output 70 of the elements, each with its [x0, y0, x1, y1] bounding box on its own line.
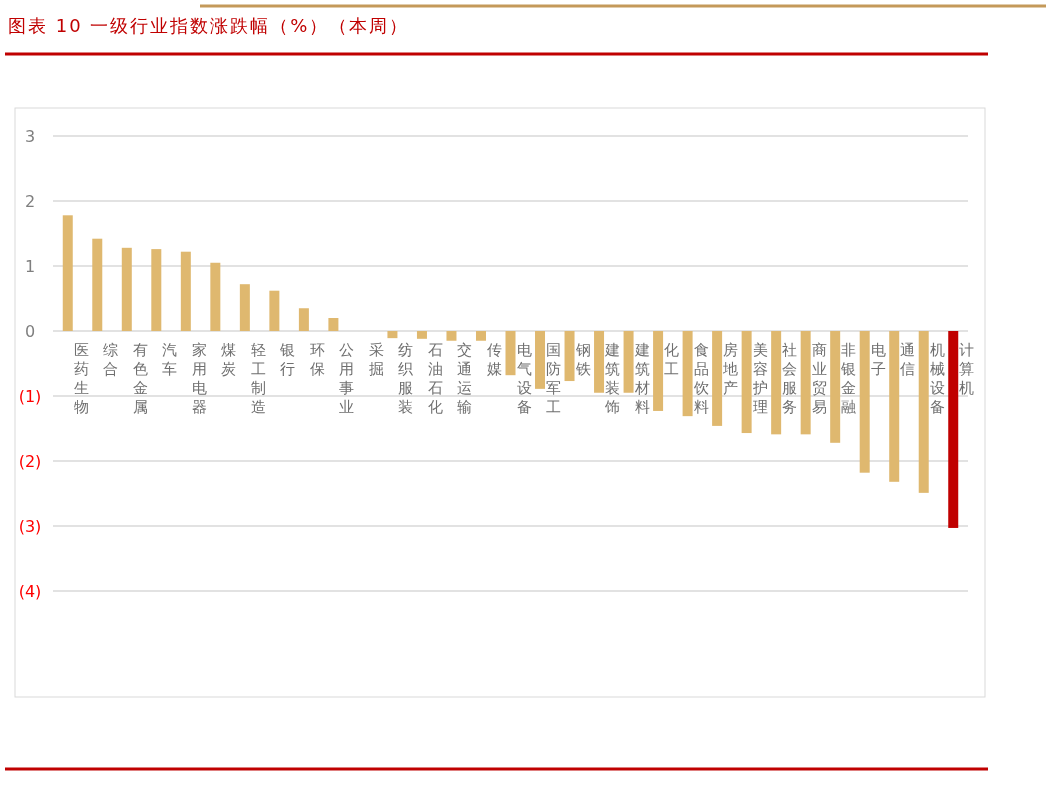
bar: [830, 331, 841, 443]
x-tick-label: 传媒: [486, 341, 502, 378]
bar: [623, 331, 634, 393]
y-tick-label: (1): [18, 386, 42, 406]
bar: [62, 215, 73, 331]
x-tick-label: 通信: [900, 341, 916, 378]
bar: [387, 331, 398, 339]
x-tick-label: 交通运输: [457, 341, 473, 416]
x-tick-label: 汽车: [162, 341, 178, 378]
x-tick-label: 电气设备: [516, 341, 532, 416]
x-tick-label: 电子: [870, 341, 886, 378]
bar: [594, 331, 605, 393]
x-tick-label: 机械设备: [929, 341, 945, 416]
bar: [151, 249, 162, 331]
x-tick-label: 环保: [309, 341, 325, 378]
x-tick-label: 社会服务: [782, 341, 798, 416]
bar: [800, 331, 811, 435]
y-tick-label: (2): [18, 451, 42, 471]
y-tick-label: (3): [18, 516, 42, 536]
x-tick-label: 有色金属: [132, 341, 148, 416]
bar: [653, 331, 664, 411]
x-tick-label: 钢铁: [574, 341, 591, 378]
x-tick-label: 家用电器: [191, 341, 207, 416]
bar: [889, 331, 900, 482]
x-tick-label: 银行: [279, 341, 296, 378]
bar: [416, 331, 427, 339]
x-tick-label: 化工: [664, 341, 680, 378]
bar: [475, 331, 486, 341]
bar: [92, 238, 103, 331]
x-tick-label: 纺织服装: [398, 341, 414, 416]
chart-title: 图表 10 一级行业指数涨跌幅（%）（本周）: [8, 15, 410, 36]
bar: [298, 308, 309, 331]
x-tick-label: 建筑材料: [633, 341, 650, 416]
bar: [328, 318, 339, 331]
x-tick-label: 美容护理: [751, 341, 768, 416]
x-tick-label: 房地产: [722, 341, 739, 397]
x-tick-label: 商业贸易: [811, 341, 827, 416]
y-tick-label: 3: [24, 126, 36, 146]
x-tick-label: 非银金融: [840, 341, 857, 416]
bar: [121, 247, 132, 331]
x-tick-label: 轻工制造: [250, 341, 266, 416]
x-tick-label: 医药生物: [73, 341, 89, 416]
x-tick-label: 计算机: [959, 341, 975, 397]
bar: [535, 331, 546, 389]
x-tick-label: 食品饮料: [692, 341, 709, 416]
bar: [771, 331, 782, 435]
x-tick-label: 建筑装饰: [604, 341, 621, 416]
bar: [564, 331, 575, 382]
x-tick-label: 公用事业: [339, 341, 355, 416]
bar: [239, 284, 250, 331]
bar: [446, 331, 457, 341]
bar: [741, 331, 752, 434]
y-tick-label: (4): [18, 581, 42, 601]
x-tick-label: 采掘: [368, 341, 384, 378]
x-tick-label: 国防军工: [546, 341, 562, 416]
x-tick-label: 石油石化: [427, 341, 443, 416]
bar: [269, 290, 280, 331]
y-tick-label: 1: [24, 256, 36, 276]
bar: [210, 262, 221, 331]
bar: [859, 331, 870, 473]
y-tick-label: 2: [24, 191, 36, 211]
x-tick-label: 综合: [103, 341, 119, 378]
bar: [712, 331, 723, 426]
bar: [180, 251, 191, 331]
bar: [918, 331, 929, 493]
bar: [948, 331, 959, 528]
x-tick-label: 煤炭: [221, 341, 237, 378]
y-tick-label: 0: [24, 321, 36, 341]
bar: [505, 331, 516, 376]
bar: [682, 331, 693, 417]
